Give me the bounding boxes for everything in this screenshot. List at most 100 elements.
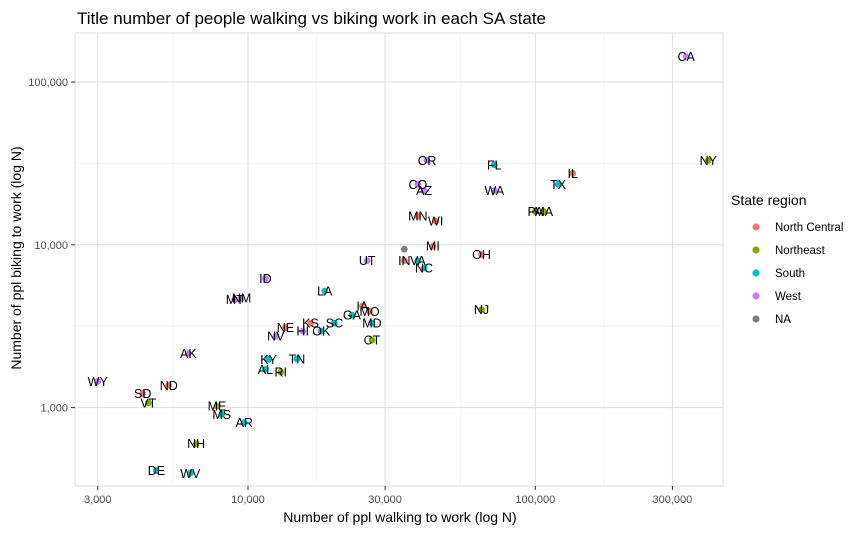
data-point-or [423,156,431,164]
data-point-tx [554,180,562,188]
data-point-ut [363,257,371,264]
x-axis: 3,000 10,000 30,000 100,000 300,000 [84,486,692,506]
data-label-va: VA [410,254,426,268]
legend: State region North Central Northeast South… [731,192,843,326]
data-point-nv [272,332,280,340]
data-label-mo: MO [360,305,380,319]
data-label-ca: CA [677,50,695,64]
data-label-ri: RI [274,366,287,380]
chart-title: Title number of people walking vs biking… [77,9,546,28]
x-tick-label: 3,000 [84,494,112,506]
data-point-wi [432,217,440,225]
data-point-ky [265,355,273,363]
x-tick-label: 300,000 [653,494,693,506]
data-point-de [153,467,160,475]
data-point-hi [299,327,307,335]
y-tick-label: 100,000 [28,77,68,89]
legend-key-south [752,269,760,277]
x-tick-label: 100,000 [515,494,555,506]
data-label-ks: KS [302,317,319,331]
data-point-vt [144,399,152,407]
y-axis: 1,000 10,000 100,000 [28,77,75,415]
data-label-wv: WV [180,467,201,481]
data-point-ks [307,319,314,327]
data-label-me: ME [208,400,227,414]
data-label-tx: TX [550,178,567,192]
data-point-oh [478,251,485,259]
data-label-hi: HI [296,325,309,339]
data-label-ok: OK [312,325,331,339]
data-point-mn [414,212,422,220]
data-label-or: OR [418,154,437,168]
data-point-wa [490,187,498,195]
y-tick-label: 1,000 [40,403,68,415]
data-point-il [569,169,577,177]
data-point-in [400,257,408,264]
data-label-de: DE [148,464,165,478]
data-point-ar [240,419,248,426]
data-label-la: LA [317,285,333,299]
data-point-al [262,365,269,373]
x-tick-label: 30,000 [368,494,402,506]
data-label-nh: NH [187,437,205,451]
data-label-az: AZ [416,184,432,198]
data-label-id: ID [259,272,272,286]
data-label-fl: FL [487,158,502,172]
data-point-nd [165,381,173,389]
data-label-mn: MN [408,210,427,224]
data-label-wy: WY [88,375,109,389]
data-label-mt: MT [226,293,244,307]
legend-title: State region [731,192,807,208]
data-label-ut: UT [359,254,376,268]
points-layer [94,53,712,477]
data-point-mi [429,242,437,250]
data-label-nj: NJ [474,303,489,317]
data-point-nm [238,294,245,302]
data-label-al: AL [258,363,273,377]
data-point-mt [231,296,239,304]
data-label-ia: IA [356,300,368,314]
y-axis-title: Number of ppl biking to work (log N) [8,146,24,369]
data-label-ar: AR [235,416,252,430]
data-point-ny [704,156,712,164]
data-point-ma [540,208,548,215]
data-label-nv: NV [267,330,285,344]
data-point-ok [317,327,325,335]
data-label-in: IN [398,254,411,268]
legend-key-west [752,292,760,300]
x-tick-label: 10,000 [231,494,265,506]
data-point-ca [682,53,690,61]
data-point-pa [531,208,539,215]
data-point-nc [420,264,428,272]
data-point-tn [293,355,301,363]
data-label-ny: NY [700,154,718,168]
data-point-sd [139,390,147,397]
data-label-nd: ND [160,379,178,393]
data-label-ne: NE [277,321,294,335]
legend-key-north-central [752,223,760,231]
data-label-md: MD [362,317,381,331]
panel-frame [74,32,724,487]
data-point-mo [366,307,373,315]
data-point-ne [282,324,289,332]
grid-layer [75,33,723,486]
data-point-fl [490,161,498,169]
panel-border [74,32,724,487]
data-point-ri [277,368,285,376]
data-label-ga: GA [343,309,362,323]
data-label-sd: SD [134,387,151,401]
data-point-co [414,180,422,188]
data-point-az [420,187,428,195]
data-point-nh [192,440,200,448]
legend-key-northeast [752,246,760,254]
legend-label-na: NA [775,314,791,326]
legend-label-south: South [775,268,805,280]
y-tick-label: 10,000 [34,240,68,252]
data-point-va [414,257,422,264]
data-point-la [321,287,329,295]
data-point-ak [184,350,192,357]
data-point-ia [358,302,366,310]
legend-label-west: West [775,291,802,303]
data-point-na [400,245,408,253]
